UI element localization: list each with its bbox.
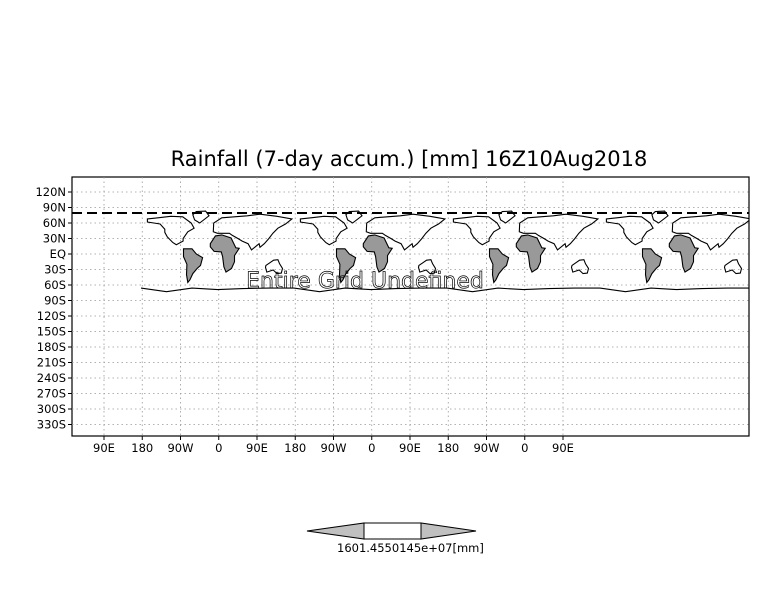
lon-label: 180 [131,441,153,455]
lat-label: 240S [37,371,66,385]
south-america-outline [182,248,204,284]
lat-label: 30N [43,232,66,246]
longitude-labels: 90E 180 90W 0 90E 180 90W 0 90E 180 90W 0 90E [93,436,574,455]
world-copy [293,210,447,293]
lon-label: 180 [437,441,459,455]
colorbar-center-box [363,522,422,540]
world-map-strip [72,210,749,293]
africa-outline [668,234,700,273]
colorbar-right-arrow [420,522,477,540]
lat-label: 300S [37,402,66,416]
lat-label: 90S [44,294,66,308]
antarctica-coast-line [599,287,749,293]
greenland-outline [651,210,669,224]
lat-label: EQ [50,247,66,261]
antarctica-coast-line [293,287,447,293]
lon-label: 90E [552,441,574,455]
world-strip-clipped [72,210,749,293]
greenland-outline [498,210,516,224]
australia-outline [417,259,437,275]
lat-label: 120N [35,185,66,199]
africa-outline [515,234,547,273]
antarctica-coast-line [446,287,600,293]
south-america-outline [488,248,510,284]
eurasia-outline [518,213,600,251]
lon-label: 90E [93,441,115,455]
lat-label: 210S [37,356,66,370]
map-title: Rainfall (7-day accum.) [mm] 16Z10Aug201… [171,147,648,171]
world-copy [140,210,294,293]
lon-label: 90W [320,441,346,455]
lat-label: 60S [44,278,66,292]
lon-label: 0 [368,441,375,455]
lat-label: 330S [37,418,66,432]
colorbar-left-arrow [306,522,365,540]
colorbar-label: 1601.4550145e+07[mm] [337,541,484,555]
lon-label: 0 [215,441,222,455]
south-america-outline [335,248,357,284]
north-america-outline [605,215,654,246]
lat-label: 30S [44,263,66,277]
world-copy [599,210,749,293]
lon-label: 0 [521,441,528,455]
north-america-outline [146,215,195,246]
graticule [72,177,749,436]
south-america-outline [641,248,663,284]
greenland-outline [345,210,363,224]
lon-label: 90E [246,441,268,455]
africa-outline [209,234,241,273]
lat-label: 180S [37,340,66,354]
lat-label: 90N [43,201,66,215]
eurasia-outline [212,213,294,251]
lon-label: 90E [399,441,421,455]
antarctica-coast-line [140,287,294,293]
north-america-outline [452,215,501,246]
lon-label: 180 [284,441,306,455]
lat-label: 150S [37,325,66,339]
lon-label: 90W [167,441,193,455]
world-copy [446,210,600,293]
eurasia-outline [365,213,447,251]
australia-outline [723,259,743,275]
lat-label: 270S [37,387,66,401]
north-america-outline [299,215,348,246]
lon-label: 90W [473,441,499,455]
lat-label: 60N [43,216,66,230]
undefined-grid-message: Entire Grid Undefined [246,269,484,294]
australia-outline [570,259,590,275]
lat-label: 120S [37,309,66,323]
greenland-outline [192,210,210,224]
africa-outline [362,234,394,273]
map-frame [71,176,750,437]
eurasia-outline [671,213,749,251]
australia-outline [264,259,284,275]
colorbar: 1601.4550145e+07[mm] [306,522,484,555]
